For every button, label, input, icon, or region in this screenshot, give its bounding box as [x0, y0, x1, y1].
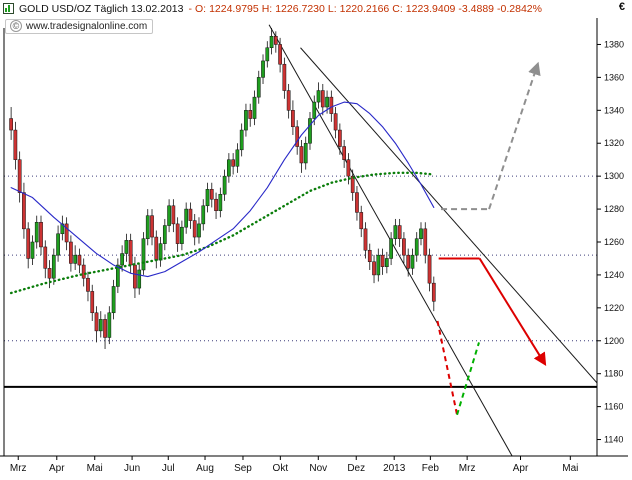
svg-text:Apr: Apr: [513, 463, 529, 474]
candlestick-series: [9, 28, 436, 349]
svg-text:Aug: Aug: [196, 463, 214, 474]
svg-text:Sep: Sep: [234, 463, 252, 474]
open-value: 1224.9795: [209, 2, 259, 15]
svg-text:Jun: Jun: [124, 463, 140, 474]
ma-fast-line: [10, 101, 435, 278]
svg-text:Dez: Dez: [347, 463, 365, 474]
svg-text:Okt: Okt: [273, 463, 289, 474]
svg-text:1380: 1380: [604, 39, 624, 49]
ma-slow-line: [9, 171, 436, 295]
high-value: 1226.7230: [275, 2, 325, 15]
svg-text:1200: 1200: [604, 336, 624, 346]
svg-text:Mrz: Mrz: [10, 463, 27, 474]
svg-text:Mrz: Mrz: [459, 463, 476, 474]
svg-text:1320: 1320: [604, 138, 624, 148]
svg-text:1340: 1340: [604, 105, 624, 115]
copyright-text: www.tradesignalonline.com: [26, 20, 148, 32]
instrument-title: GOLD USD/OZ Täglich: [19, 2, 128, 15]
svg-text:Mai: Mai: [87, 463, 103, 474]
svg-text:1180: 1180: [604, 369, 623, 379]
svg-text:Jul: Jul: [162, 463, 175, 474]
horizontal-level-lines: [4, 175, 597, 388]
svg-text:Apr: Apr: [49, 463, 65, 474]
candlestick-chart-icon: [3, 3, 14, 14]
svg-text:Nov: Nov: [309, 463, 327, 474]
close-label: C:: [392, 2, 403, 15]
change-absolute: -3.4889: [458, 2, 495, 15]
currency-symbol: €: [618, 1, 625, 13]
svg-text:1360: 1360: [604, 72, 624, 82]
svg-text:1280: 1280: [604, 204, 624, 214]
title-bar: GOLD USD/OZ Täglich 13.02.2013 - O: 1224…: [3, 1, 542, 16]
copyright-circle-icon: ©: [10, 20, 22, 32]
svg-text:1160: 1160: [604, 402, 623, 412]
low-label: L:: [327, 2, 337, 15]
low-value: 1220.2166: [339, 2, 390, 15]
y-axis-price-labels: 1380 1360 1340 1320 1300 1280 1260 1240 1220 1200…: [597, 39, 624, 445]
quote-date: 13.02.2013: [130, 2, 184, 15]
svg-text:Mai: Mai: [562, 463, 578, 474]
svg-text:2013: 2013: [383, 463, 406, 474]
open-label: O:: [194, 2, 207, 15]
svg-text:Feb: Feb: [422, 463, 440, 474]
x-axis-month-labels: Mrz Apr Mai Jun Jul Aug Sep Okt Nov Dez 2013 Feb Mrz…: [10, 456, 578, 474]
trendlines: [268, 24, 597, 456]
svg-text:1220: 1220: [604, 303, 624, 313]
svg-text:1260: 1260: [604, 237, 624, 247]
copyright-watermark: © www.tradesignalonline.com: [5, 19, 154, 34]
high-label: H:: [261, 2, 273, 15]
close-value: 1223.9409: [405, 2, 456, 15]
svg-text:1240: 1240: [604, 270, 624, 280]
annotation-arrows: [436, 61, 547, 416]
quote-separator: -: [188, 2, 192, 15]
axes-frame: [0, 18, 628, 457]
svg-text:1140: 1140: [604, 435, 623, 445]
change-percent: -0.2842%: [497, 2, 542, 15]
svg-text:1300: 1300: [604, 171, 624, 181]
